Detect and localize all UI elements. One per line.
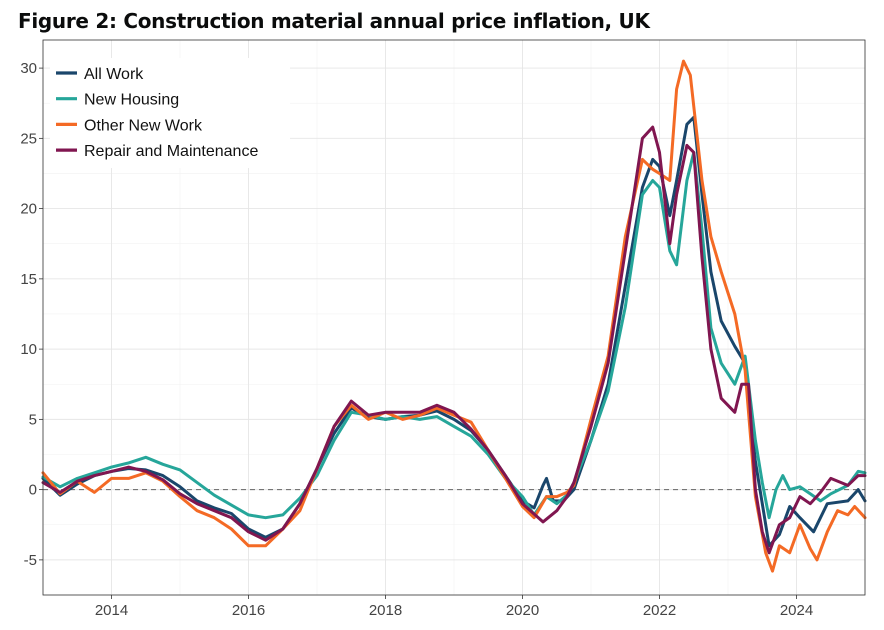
x-tick-label: 2024 xyxy=(780,602,813,619)
legend-label-all-work: All Work xyxy=(84,66,144,83)
legend-background xyxy=(50,58,290,168)
x-tick-label: 2020 xyxy=(506,602,539,619)
x-tick-label: 2014 xyxy=(95,602,128,619)
y-tick-label: 30 xyxy=(20,60,37,77)
plot-panel-border xyxy=(42,39,866,596)
y-tick-label: 20 xyxy=(20,201,37,218)
x-tick-label: 2018 xyxy=(369,602,402,619)
x-axis: 2014 2016 2018 2020 2022 2024 xyxy=(95,595,813,619)
x-tick-label: 2022 xyxy=(643,602,676,619)
legend: All Work New Housing Other New Work Repair … xyxy=(50,58,290,168)
series-line-other-new-work xyxy=(41,59,867,573)
chart-title: Figure 2: Construction material annual p… xyxy=(18,9,650,33)
y-tick-label: 15 xyxy=(20,271,37,288)
y-axis: -5 0 5 10 15 20 25 30 xyxy=(20,60,43,569)
y-tick-label: -5 xyxy=(24,552,37,569)
series-line-all-work xyxy=(41,115,867,548)
legend-label-repair-and-maintenance: Repair and Maintenance xyxy=(84,143,258,160)
y-tick-label: 10 xyxy=(20,341,37,358)
legend-label-other-new-work: Other New Work xyxy=(84,117,203,134)
y-tick-label: 25 xyxy=(20,130,37,147)
y-tick-label: 0 xyxy=(29,482,37,499)
legend-label-new-housing: New Housing xyxy=(84,92,179,109)
x-tick-label: 2016 xyxy=(232,602,265,619)
series-lines xyxy=(41,59,867,573)
y-tick-label: 5 xyxy=(29,411,37,428)
series-line-new-housing xyxy=(41,150,867,520)
series-line-repair-and-maintenance xyxy=(41,125,867,555)
